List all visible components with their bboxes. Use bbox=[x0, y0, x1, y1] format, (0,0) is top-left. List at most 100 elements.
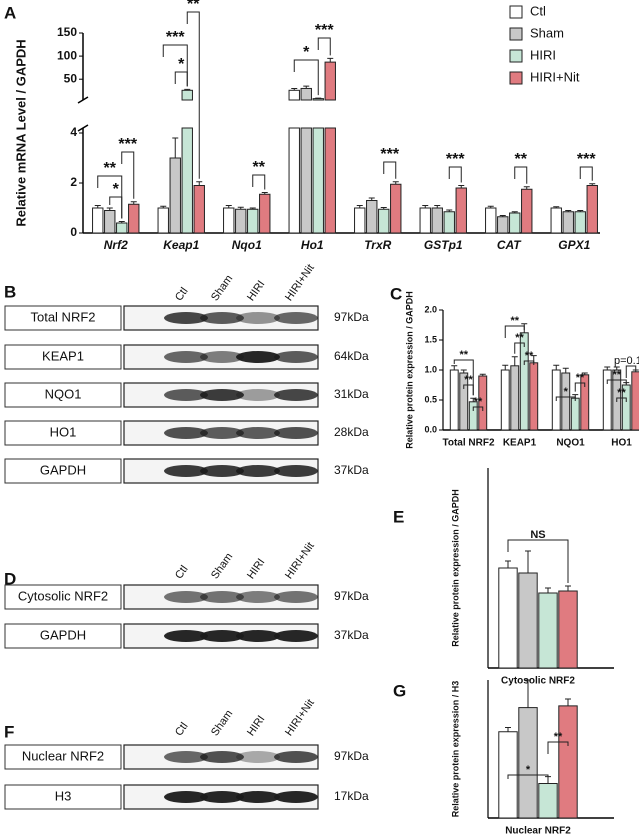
bar bbox=[570, 397, 580, 431]
blot-band bbox=[236, 389, 280, 401]
y-tick-label: 50 bbox=[64, 71, 78, 85]
significance-bracket bbox=[507, 539, 569, 583]
bar bbox=[247, 208, 259, 234]
significance-bracket bbox=[463, 384, 474, 396]
row-label: GAPDH bbox=[40, 627, 86, 642]
significance-label: ** bbox=[459, 349, 468, 361]
y-tick-label: 1.5 bbox=[424, 334, 437, 344]
molecular-weight: 97kDa bbox=[334, 749, 369, 763]
bar-chart: Relative protein expression / GAPDH 0.0 0.… bbox=[404, 291, 639, 449]
bar bbox=[562, 211, 574, 234]
bar bbox=[312, 127, 324, 234]
error-bar bbox=[577, 210, 584, 212]
molecular-weight: 31kDa bbox=[334, 387, 369, 401]
error-bar bbox=[94, 205, 101, 208]
significance-bracket bbox=[453, 359, 474, 396]
row-label-box bbox=[4, 420, 122, 446]
bar bbox=[324, 127, 336, 234]
legend-swatch bbox=[509, 71, 523, 85]
significance-bracket bbox=[472, 406, 484, 411]
y-axis-label: Relative protein expression / H3 bbox=[450, 681, 460, 818]
bar-chart: Relative protein expression / H3 Nuclear … bbox=[450, 679, 614, 835]
bar bbox=[193, 185, 205, 234]
error-bar bbox=[525, 550, 531, 573]
significance-bracket bbox=[383, 161, 397, 179]
error-bar bbox=[505, 726, 511, 732]
error-bar bbox=[553, 206, 560, 208]
bar bbox=[510, 365, 520, 431]
error-bar bbox=[368, 197, 375, 201]
error-bar bbox=[291, 87, 298, 91]
error-bar bbox=[184, 88, 191, 91]
bar bbox=[518, 707, 538, 819]
lane-label: Sham bbox=[209, 708, 235, 738]
bar bbox=[498, 567, 518, 669]
y-tick-label: 4 bbox=[70, 125, 77, 139]
blot-band bbox=[274, 791, 318, 803]
molecular-weight: 17kDa bbox=[334, 789, 369, 803]
lane-label: Sham bbox=[209, 551, 235, 581]
bar bbox=[378, 208, 390, 234]
error-bar bbox=[589, 183, 596, 186]
bar bbox=[181, 89, 193, 101]
row-label-box bbox=[4, 784, 122, 810]
error-bar bbox=[172, 137, 179, 158]
x-tick-label: GPX1 bbox=[558, 238, 590, 252]
bar bbox=[497, 216, 509, 234]
significance-bracket bbox=[579, 166, 593, 181]
blot-band bbox=[274, 630, 318, 642]
significance-label: ** bbox=[576, 372, 585, 384]
lane-label: HIRI+Nit bbox=[283, 262, 317, 303]
blot-band bbox=[164, 791, 208, 803]
blot-band bbox=[200, 591, 244, 603]
row-label: NQO1 bbox=[45, 386, 82, 401]
error-bar bbox=[565, 585, 571, 591]
error-bar bbox=[249, 207, 256, 210]
error-bar bbox=[380, 207, 387, 210]
row-label-box bbox=[4, 584, 122, 610]
panel-letter: D bbox=[4, 569, 16, 588]
error-bar bbox=[118, 221, 125, 223]
row-label-box bbox=[4, 305, 122, 331]
error-bar bbox=[451, 365, 458, 370]
error-bar bbox=[237, 206, 244, 210]
row-label-box bbox=[4, 382, 122, 408]
bar bbox=[431, 207, 443, 234]
bar bbox=[586, 185, 598, 234]
bar-chart: Relative protein expression / GAPDH Cytos… bbox=[450, 468, 614, 687]
error-bar bbox=[502, 364, 509, 370]
lane-label: Ctl bbox=[173, 285, 191, 303]
legend-label: Sham bbox=[530, 25, 564, 40]
lane-label: HIRI bbox=[245, 713, 267, 738]
x-tick-label: TrxR bbox=[364, 238, 391, 252]
lane-label: HIRI bbox=[245, 278, 267, 303]
lane-label: Sham bbox=[209, 273, 235, 303]
y-axis-label: Relative protein expression / GAPDH bbox=[404, 291, 414, 449]
blot-band bbox=[164, 465, 208, 477]
bar bbox=[288, 89, 300, 101]
bar bbox=[419, 207, 431, 234]
y-axis-label: Relative mRNA Level / GAPDH bbox=[13, 39, 28, 226]
blot-band bbox=[164, 427, 208, 439]
bar bbox=[518, 572, 538, 669]
blot-band bbox=[274, 389, 318, 401]
blot-band bbox=[164, 351, 208, 363]
legend-label: HIRI bbox=[530, 47, 556, 62]
error-bar bbox=[613, 366, 620, 370]
error-bar bbox=[160, 205, 167, 208]
bar bbox=[561, 372, 571, 431]
row-label-box bbox=[4, 623, 122, 649]
significance-label: * bbox=[526, 764, 531, 776]
blot-band bbox=[200, 389, 244, 401]
error-bar bbox=[479, 373, 486, 376]
panel-letter: G bbox=[393, 681, 406, 700]
error-bar bbox=[511, 356, 518, 366]
error-bar bbox=[487, 205, 494, 208]
bar bbox=[157, 207, 169, 234]
significance-label: *** bbox=[315, 22, 334, 39]
row-label: Total NRF2 bbox=[30, 309, 95, 324]
error-bar bbox=[106, 207, 113, 211]
molecular-weight: 97kDa bbox=[334, 310, 369, 324]
significance-label: *** bbox=[446, 151, 465, 168]
